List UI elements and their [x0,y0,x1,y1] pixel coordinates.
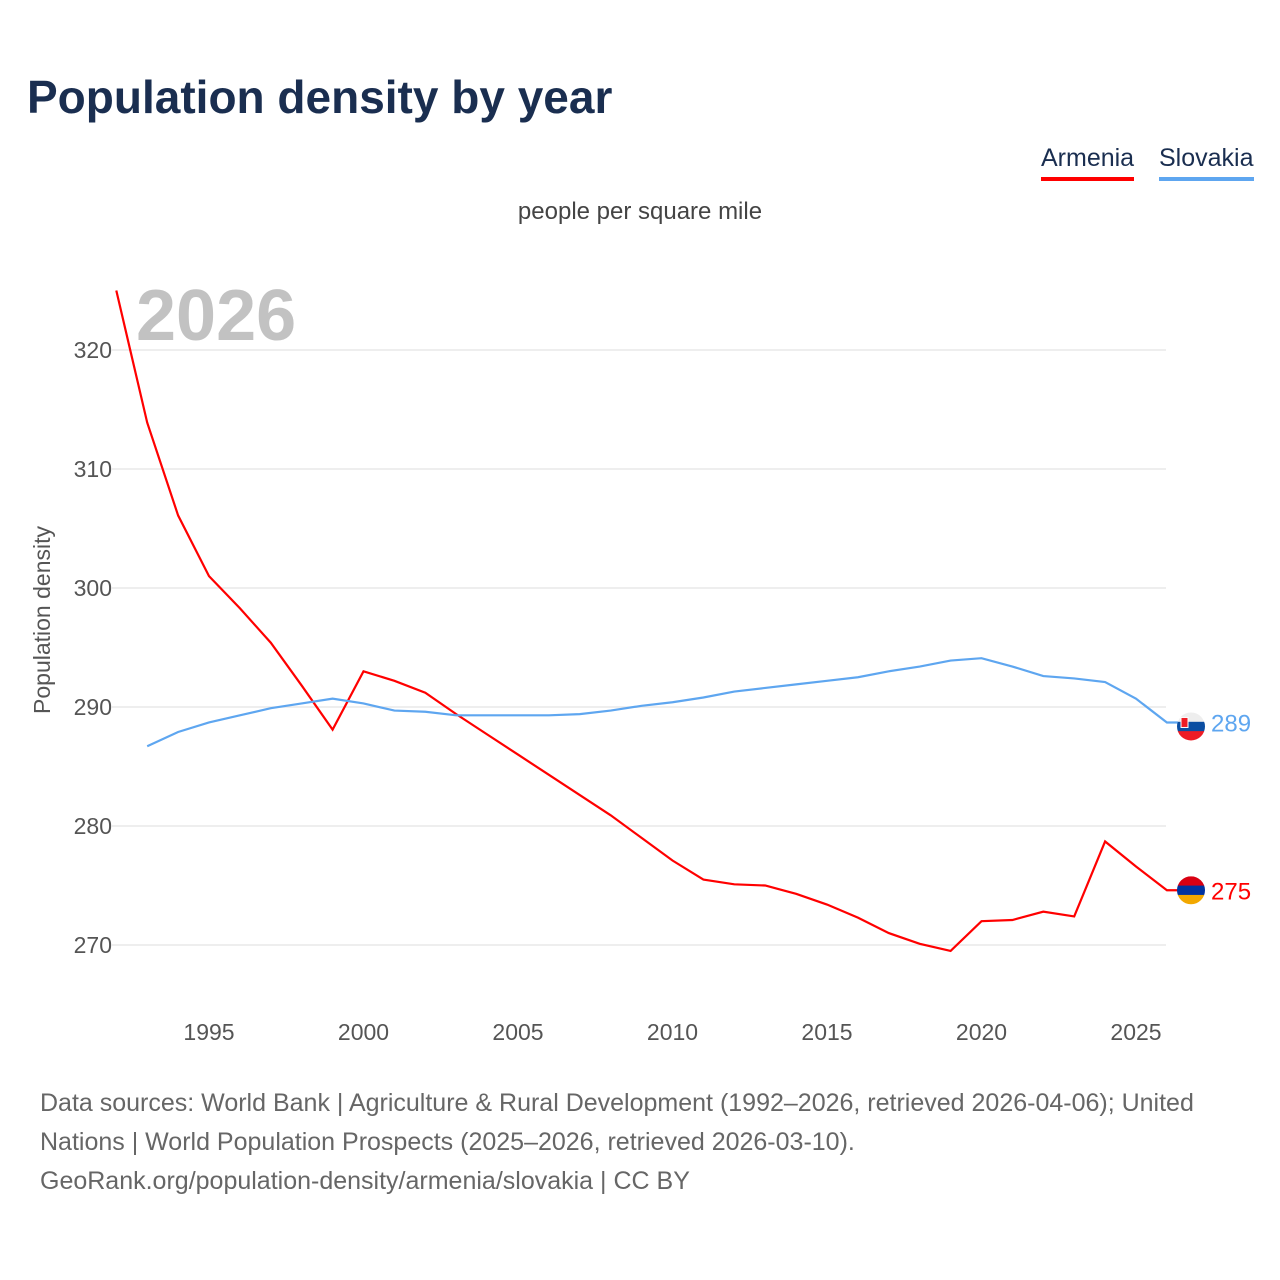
end-value-label: 289 [1211,710,1251,737]
series-line-slovakia [146,657,1180,748]
y-tick-label: 300 [74,575,112,601]
legend-armenia[interactable]: Armenia [1041,144,1135,181]
series-line-armenia [115,290,1180,953]
flag-stripe [1177,712,1205,723]
end-value-label: 275 [1211,878,1251,905]
x-tick-label: 2000 [338,1019,389,1045]
y-tick-label: 310 [74,456,112,482]
x-tick-label: 2010 [647,1019,698,1045]
sources-text: Data sources: World Bank | Agriculture &… [40,1089,1194,1156]
year-watermark: 2026 [136,276,296,356]
x-tick-label: 2015 [801,1019,852,1045]
x-tick-label: 2020 [956,1019,1007,1045]
armenia-flag-icon [1177,876,1205,905]
flag-stripe [1177,731,1205,741]
x-tick-label: 2025 [1110,1019,1161,1045]
x-tick-label: 1995 [183,1019,234,1045]
legend-slovakia[interactable]: Slovakia [1159,144,1254,181]
flag-stripe [1177,721,1205,732]
y-tick-label: 320 [74,337,112,363]
flag-stripe [1177,894,1205,905]
attribution-link[interactable]: GeoRank.org/population-density/armenia/s… [40,1167,690,1195]
y-tick-label: 280 [74,813,112,839]
x-tick-label: 2005 [492,1019,543,1045]
flag-stripe [1177,885,1205,896]
slovakia-flag-icon [1177,712,1205,741]
y-tick-label: 270 [74,932,112,958]
y-axis-label: Population density [29,526,55,714]
flag-stripe [1177,876,1205,887]
chart-units: people per square mile [517,198,763,225]
chart-title: Population density by year [27,71,613,123]
data-sources: Data sources: World Bank | Agriculture &… [40,1084,1250,1201]
flag-emblem [1180,716,1189,728]
y-tick-label: 290 [74,694,112,720]
